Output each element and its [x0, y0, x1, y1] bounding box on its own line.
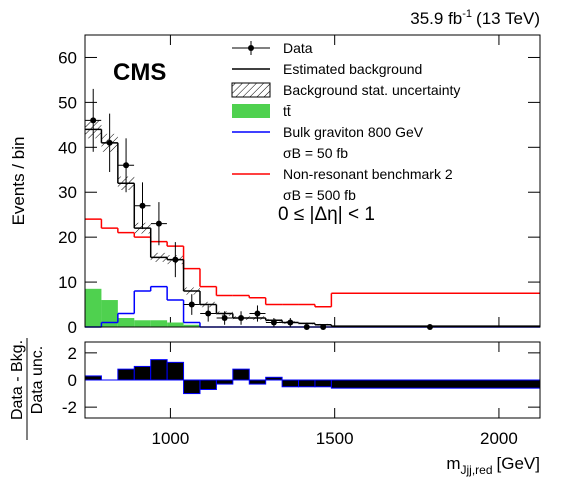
legend-label: tt̄: [283, 103, 291, 119]
ratio-bar: [248, 379, 267, 385]
ratio-bar: [150, 359, 168, 381]
y-tick-label: 30: [58, 183, 77, 202]
filled-bar: [134, 320, 151, 327]
filled-bar: [167, 322, 184, 327]
ratio-bar: [183, 379, 201, 395]
legend-symbol: [232, 104, 270, 118]
filled-bar: [101, 300, 118, 327]
ratio-bar: [330, 379, 541, 389]
data-point: [90, 117, 97, 124]
data-point: [205, 310, 212, 317]
legend-symbol: [248, 45, 254, 51]
ratio-bar: [166, 361, 185, 381]
data-point: [221, 315, 228, 322]
y-tick-label: 50: [58, 93, 77, 112]
y-tick-label: -2: [62, 398, 77, 417]
ratio-bar: [298, 379, 316, 388]
data-point: [139, 202, 146, 209]
ratio-bar: [133, 365, 152, 381]
x-axis-title: mJjj,red [GeV]: [446, 454, 540, 477]
data-point: [106, 139, 113, 146]
data-point: [254, 310, 261, 317]
lumi-sup: -1: [462, 8, 472, 20]
y-tick-label: 0: [68, 371, 77, 390]
y-tick-label: 60: [58, 48, 77, 67]
lumi-energy: (13 TeV): [476, 9, 540, 28]
filled-bar: [150, 320, 168, 327]
y-tick-label: 10: [58, 273, 77, 292]
filled-bar: [117, 318, 135, 327]
ratio-bar: [84, 375, 102, 381]
ratio-bar: [117, 368, 135, 381]
lumi: 35.9 fb: [410, 9, 462, 28]
data-point: [270, 319, 277, 326]
x-label-main: m: [446, 454, 460, 473]
legend-symbol: [231, 82, 271, 98]
legend-label: Non-resonant benchmark 2: [283, 166, 453, 182]
legend-label: Background stat. uncertainty: [283, 82, 460, 98]
y-tick-label: 2: [68, 344, 77, 363]
plot-frame: [84, 341, 541, 419]
y-tick-label: 20: [58, 228, 77, 247]
x-label-unit: [GeV]: [497, 454, 540, 473]
x-tick-label: 1500: [316, 429, 354, 448]
legend-label: σB = 500 fb: [283, 187, 356, 203]
experiment-label: CMS: [113, 59, 166, 86]
legend-label: Bulk graviton 800 GeV: [283, 124, 424, 140]
plot-frame: [84, 34, 541, 328]
x-tick-label: 2000: [480, 429, 518, 448]
ratio-bar: [314, 379, 332, 388]
data-point: [172, 256, 179, 263]
y-tick-label: 40: [58, 138, 77, 157]
ratio-bar: [215, 379, 234, 385]
data-point: [155, 220, 162, 227]
data-point: [287, 319, 294, 326]
filled-bar: [85, 288, 102, 327]
data-point: [188, 301, 195, 308]
ratio-y-title-bottom: Data unc.: [29, 346, 46, 414]
legend-label: Data: [283, 40, 313, 56]
data-point: [123, 162, 130, 169]
legend-label: Estimated background: [283, 61, 422, 77]
data-point: [238, 315, 245, 322]
ratio-bar: [199, 379, 217, 390]
x-label-sub: Jjj,red: [461, 463, 493, 477]
y-axis-title: Events / bin: [9, 137, 28, 226]
lumi-label: 35.9 fb-1 (13 TeV): [410, 8, 540, 28]
ratio-bar: [281, 379, 300, 388]
legend-label: σB = 50 fb: [283, 145, 348, 161]
filled-bar: [183, 324, 200, 327]
y-tick-label: 0: [68, 318, 77, 337]
ratio-y-title-top: Data - Bkg.: [9, 340, 26, 420]
annotation: 0 ≤ |Δη| < 1: [278, 204, 375, 225]
x-tick-label: 1000: [152, 429, 190, 448]
ratio-bar: [232, 368, 250, 381]
